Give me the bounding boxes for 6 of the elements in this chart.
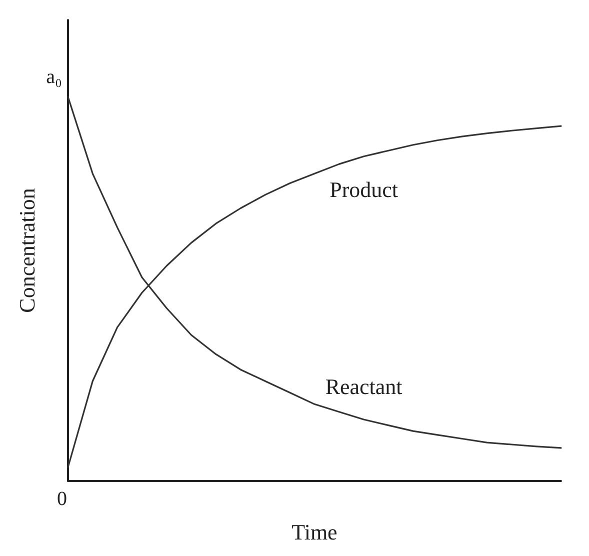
text: 0 xyxy=(57,488,67,510)
y-axis-title: Concentration xyxy=(14,188,40,313)
x-axis-title: Time xyxy=(292,520,338,544)
series-label: Reactant xyxy=(325,374,402,400)
series-label: Product xyxy=(330,176,398,202)
text: a₀ xyxy=(46,66,62,88)
